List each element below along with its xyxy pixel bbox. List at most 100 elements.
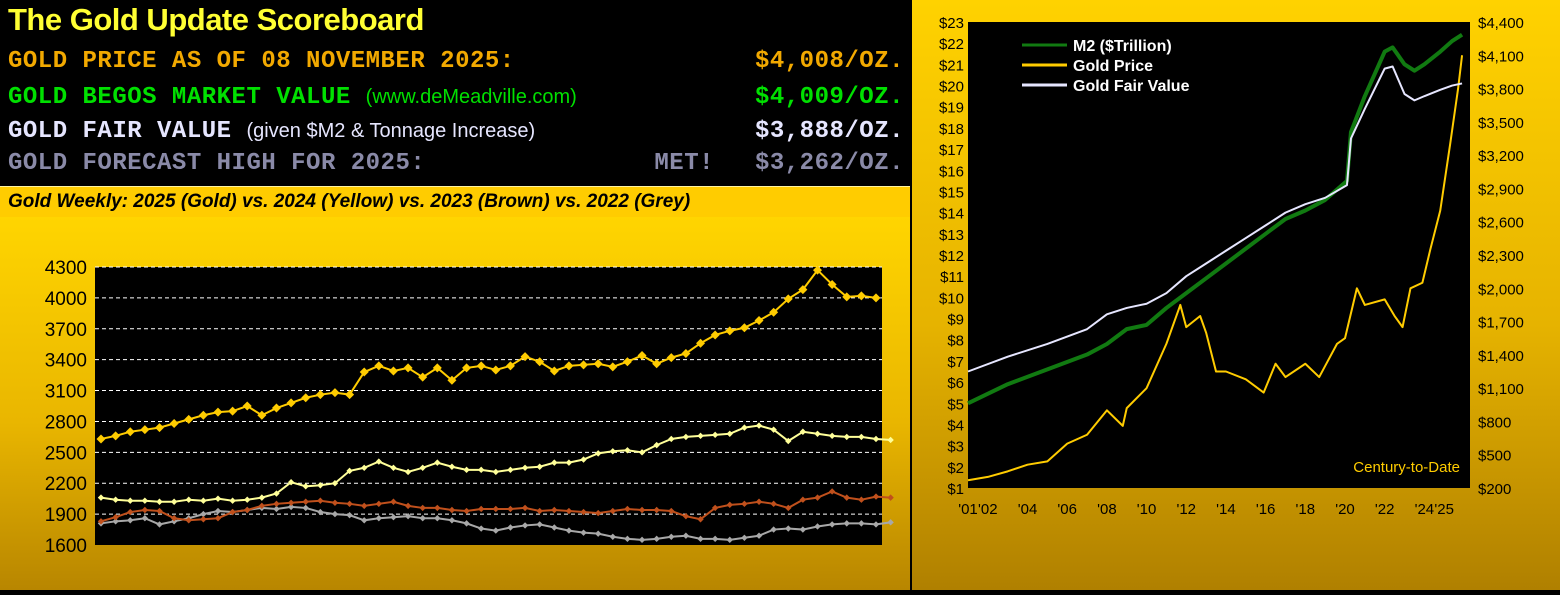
weekly-point-2023 bbox=[448, 506, 456, 514]
weekly-point-2024 bbox=[273, 490, 280, 497]
century-right-tick-label: $2,300 bbox=[1478, 248, 1524, 265]
century-right-tick-label: $1,700 bbox=[1478, 315, 1524, 332]
weekly-point-2025 bbox=[798, 285, 808, 295]
century-left-tick-label: $2 bbox=[947, 460, 964, 477]
weekly-point-2022 bbox=[273, 505, 280, 513]
weekly-point-2023 bbox=[799, 496, 807, 503]
century-legend-label: Gold Fair Value bbox=[1073, 78, 1190, 95]
weekly-point-2025 bbox=[198, 410, 208, 420]
weekly-point-2024 bbox=[390, 464, 397, 471]
century-left-tick-label: $1 bbox=[947, 481, 964, 498]
weekly-point-2024 bbox=[170, 498, 178, 505]
weekly-point-2023 bbox=[521, 504, 529, 512]
century-left-tick-label: $21 bbox=[939, 57, 964, 74]
weekly-point-2023 bbox=[434, 504, 441, 512]
weekly-point-2022 bbox=[872, 521, 880, 528]
century-right-tick-label: $200 bbox=[1478, 481, 1511, 498]
weekly-point-2024 bbox=[287, 478, 295, 486]
weekly-point-2024 bbox=[200, 497, 207, 504]
weekly-point-2024 bbox=[711, 431, 719, 439]
weekly-point-2024 bbox=[244, 496, 251, 503]
weekly-point-2023 bbox=[361, 502, 368, 510]
weekly-point-2023 bbox=[331, 499, 339, 506]
weekly-point-2024 bbox=[624, 447, 631, 454]
weekly-point-2022 bbox=[755, 532, 763, 539]
weekly-point-2022 bbox=[302, 504, 309, 512]
weekly-point-2025 bbox=[111, 431, 121, 441]
weekly-point-2022 bbox=[799, 526, 807, 533]
weekly-point-2022 bbox=[346, 511, 353, 519]
weekly-point-2023 bbox=[785, 504, 792, 512]
weekly-point-2025 bbox=[447, 375, 457, 385]
weekly-point-2023 bbox=[346, 500, 353, 508]
weekly-point-2023 bbox=[594, 509, 602, 517]
weekly-point-2024 bbox=[814, 430, 821, 437]
weekly-y-tick-label: 2200 bbox=[45, 474, 87, 495]
weekly-point-2023 bbox=[551, 506, 558, 514]
weekly-point-2024 bbox=[872, 435, 880, 443]
weekly-point-2024 bbox=[346, 467, 353, 475]
weekly-point-2025 bbox=[769, 307, 779, 317]
century-left-tick-label: $20 bbox=[939, 79, 964, 96]
weekly-chart: 4300 4000 3700 3400 3100 2800 2500 2200 1900 1600 bbox=[45, 258, 894, 557]
weekly-point-2024 bbox=[843, 433, 850, 441]
century-series-line bbox=[967, 33, 1464, 406]
weekly-point-2022 bbox=[434, 515, 441, 522]
century-left-tick-label: $5 bbox=[947, 396, 964, 413]
weekly-point-2023 bbox=[697, 516, 704, 523]
weekly-point-2025 bbox=[345, 390, 355, 400]
weekly-point-2025 bbox=[476, 361, 486, 371]
begos-market-value-note: (www.deMeadville.com) bbox=[365, 86, 577, 108]
weekly-point-2023 bbox=[726, 501, 733, 509]
weekly-point-2022 bbox=[419, 515, 426, 522]
century-right-tick-label: $1,400 bbox=[1478, 348, 1524, 365]
weekly-point-2023 bbox=[711, 504, 719, 512]
weekly-point-2024 bbox=[477, 466, 485, 474]
weekly-point-2025 bbox=[388, 366, 398, 376]
century-legend-label: Gold Price bbox=[1073, 58, 1153, 75]
gold-price-label: GOLD PRICE AS OF 08 NOVEMBER 2025: bbox=[8, 48, 515, 75]
century-x-tick-label: '25 bbox=[1434, 501, 1454, 518]
century-left-tick-label: $7 bbox=[947, 354, 964, 371]
weekly-point-2023 bbox=[390, 498, 397, 505]
weekly-point-2024 bbox=[741, 424, 748, 431]
weekly-point-2025 bbox=[856, 291, 866, 301]
century-series-line bbox=[967, 65, 1463, 373]
weekly-y-tick-label: 4000 bbox=[45, 289, 87, 310]
weekly-point-2024 bbox=[697, 432, 704, 440]
weekly-point-2023 bbox=[214, 515, 222, 522]
scoreboard-title: The Gold Update Scoreboard bbox=[8, 2, 424, 37]
weekly-point-2024 bbox=[653, 441, 660, 449]
weekly-point-2025 bbox=[520, 352, 530, 362]
century-series-line bbox=[967, 55, 1464, 482]
fair-value-row: GOLD FAIR VALUE (given $M2 & Tonnage Inc… bbox=[8, 118, 904, 148]
weekly-point-2025 bbox=[169, 419, 179, 429]
weekly-point-2025 bbox=[871, 293, 881, 303]
weekly-point-2024 bbox=[492, 468, 500, 476]
begos-market-value-label-wrap: GOLD BEGOS MARKET VALUE (www.deMeadville… bbox=[8, 84, 577, 111]
weekly-point-2025 bbox=[286, 398, 296, 408]
weekly-point-2025 bbox=[813, 265, 823, 275]
weekly-point-2025 bbox=[535, 357, 545, 367]
weekly-point-2025 bbox=[242, 401, 252, 411]
weekly-point-2023 bbox=[741, 500, 748, 508]
weekly-point-2024 bbox=[507, 466, 514, 474]
weekly-point-2025 bbox=[184, 414, 194, 424]
weekly-point-2023 bbox=[492, 505, 500, 513]
weekly-point-2024 bbox=[127, 497, 134, 504]
weekly-point-2022 bbox=[814, 523, 821, 530]
weekly-point-2024 bbox=[302, 483, 309, 490]
weekly-point-2025 bbox=[754, 316, 764, 326]
weekly-point-2023 bbox=[858, 496, 865, 503]
weekly-point-2024 bbox=[726, 430, 733, 437]
weekly-point-2022 bbox=[711, 535, 719, 543]
weekly-point-2024 bbox=[521, 464, 529, 471]
century-x-tick-label: '20 bbox=[1335, 501, 1355, 518]
weekly-point-2025 bbox=[359, 367, 369, 377]
weekly-point-2024 bbox=[229, 497, 236, 504]
century-chart: $23 $22 $21 $20 $19 $18 $17 $16 $15 $14 $13 $12 $11 $… bbox=[912, 0, 1560, 590]
begos-market-value-label: GOLD BEGOS MARKET VALUE bbox=[8, 84, 351, 111]
century-left-tick-label: $23 bbox=[939, 15, 964, 32]
weekly-point-2023 bbox=[755, 498, 763, 505]
weekly-point-2024 bbox=[434, 459, 441, 466]
